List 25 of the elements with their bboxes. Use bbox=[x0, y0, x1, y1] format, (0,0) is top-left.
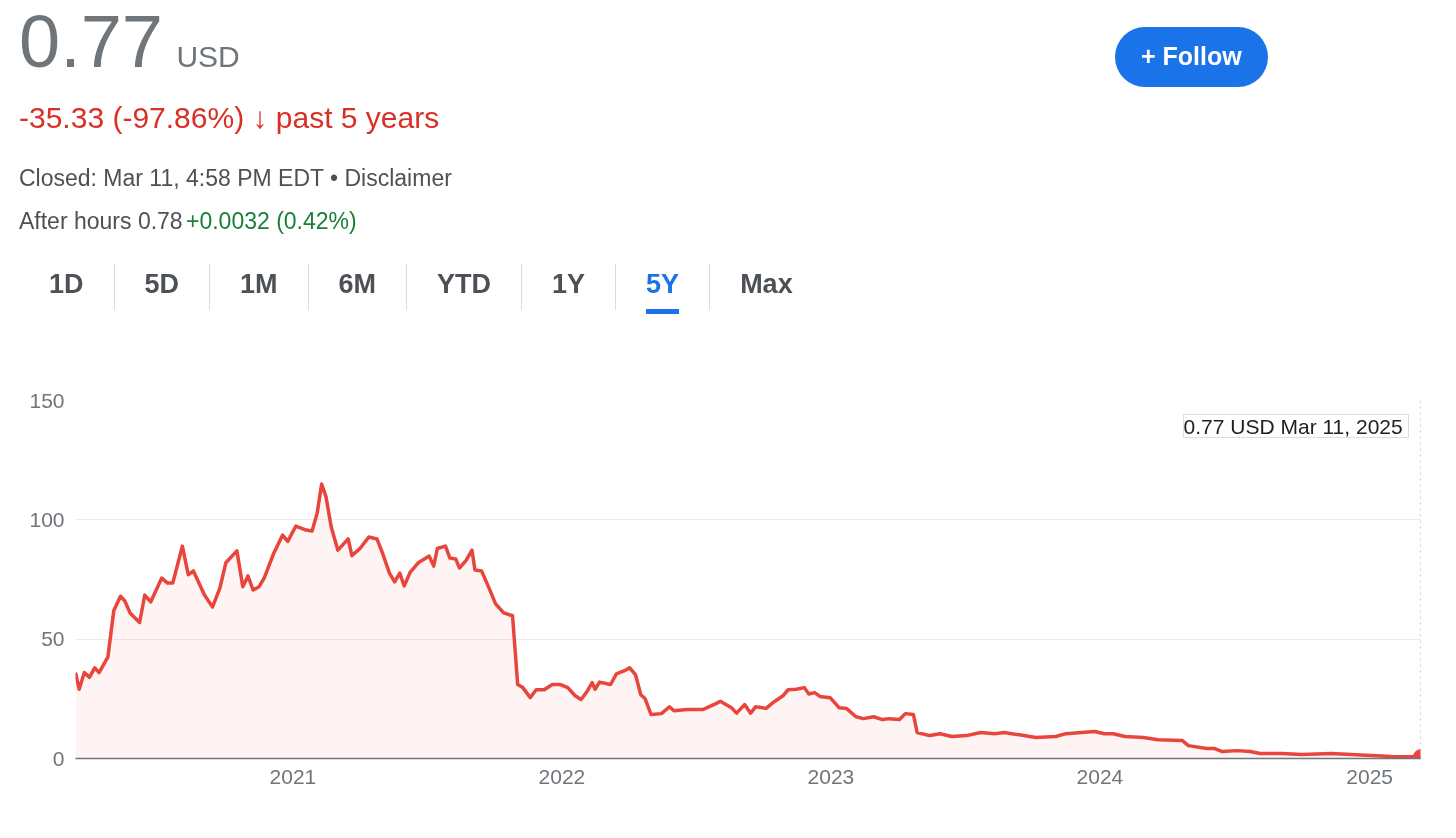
text: Max bbox=[740, 267, 793, 301]
text: 5Y bbox=[646, 258, 680, 315]
y-tick-label: 100 bbox=[29, 507, 65, 531]
text: YTD bbox=[437, 267, 492, 301]
text: Closed: Mar 11, 4:58 PM EDT • Disclaimer bbox=[19, 164, 452, 191]
chart-subtitle: USD bbox=[176, 40, 240, 73]
text: 5D bbox=[144, 267, 180, 301]
x-tick-label: 2023 bbox=[807, 764, 855, 788]
y-tick-label: 0 bbox=[52, 746, 65, 770]
x-tick-label: 2022 bbox=[538, 764, 586, 788]
chart-title: 0.77 bbox=[19, 0, 164, 83]
y-tick-label: 50 bbox=[41, 627, 65, 651]
text: +0.0032 (0.42%) bbox=[186, 207, 357, 234]
annotation: 0.77 USD Mar 11, 2025 bbox=[1183, 414, 1403, 438]
text: 1Y bbox=[552, 267, 586, 301]
y-tick-label: 150 bbox=[29, 388, 65, 412]
text: 6M bbox=[338, 267, 377, 301]
text: 1M bbox=[240, 267, 278, 301]
text: + Follow bbox=[1115, 27, 1268, 87]
x-tick-label: 2025 bbox=[1346, 764, 1394, 788]
x-tick-label: 2024 bbox=[1076, 764, 1124, 788]
text: After hours 0.78 bbox=[19, 207, 183, 234]
text: 1D bbox=[49, 267, 84, 301]
text: -35.33 (-97.86%) ↓ past 5 years bbox=[19, 101, 440, 134]
x-tick-label: 2021 bbox=[269, 764, 317, 788]
